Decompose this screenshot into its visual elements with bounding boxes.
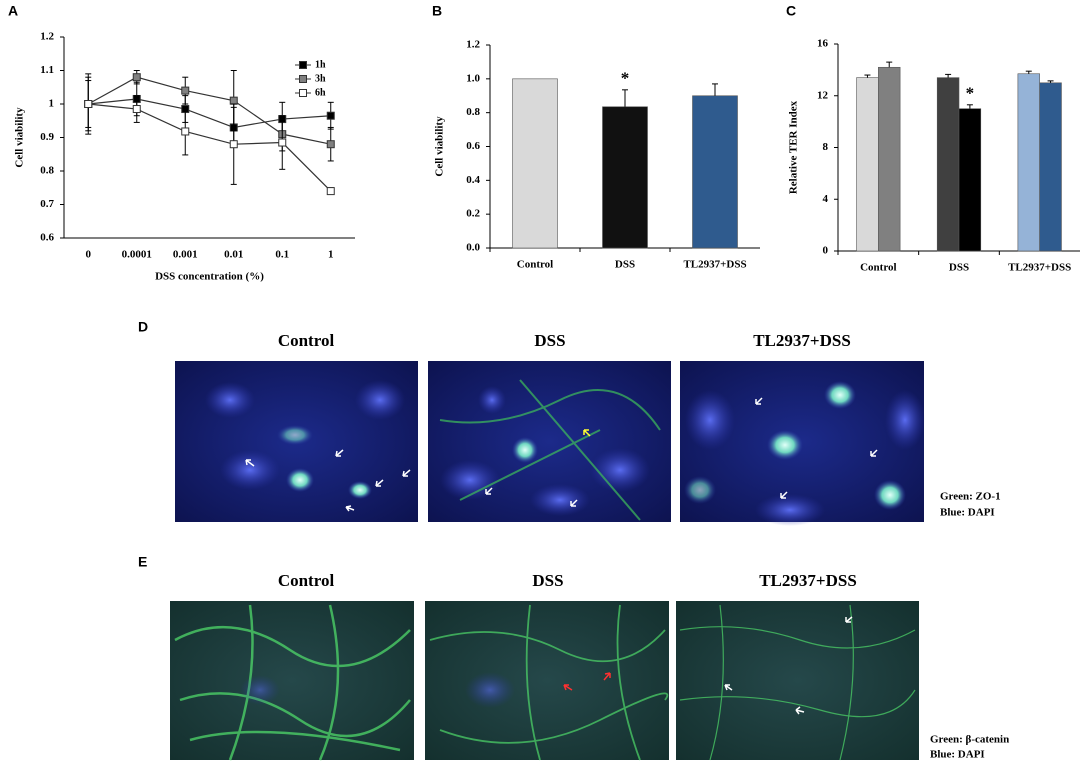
panel-letter: A <box>8 3 18 19</box>
x-tick-label: TL2937+DSS <box>683 259 746 271</box>
y-tick-label: 0.0 <box>466 242 480 254</box>
legend-label: 6h <box>315 87 326 98</box>
panel-e-images <box>170 601 919 761</box>
panel-letter: D <box>138 319 148 335</box>
marker <box>84 100 93 108</box>
bar <box>692 95 738 249</box>
y-tick-label: 0.6 <box>40 232 54 244</box>
marker <box>132 73 141 82</box>
panel-letter: C <box>786 3 796 19</box>
y-tick-label: 4 <box>823 193 829 205</box>
bar <box>878 66 901 252</box>
y-tick-label: 0.4 <box>466 174 480 186</box>
x-tick-label: TL2937+DSS <box>1008 262 1071 274</box>
y-tick-label: 1.1 <box>40 64 54 76</box>
significance-mark: * <box>966 84 975 103</box>
marker <box>132 105 141 114</box>
y-tick-label: 12 <box>817 89 829 101</box>
x-tick-label: DSS <box>949 262 969 274</box>
panel-letter: B <box>432 3 442 19</box>
x-tick-label: 0.01 <box>224 249 243 261</box>
x-axis-label: DSS concentration (%) <box>155 271 264 283</box>
legend-marker <box>299 75 307 83</box>
marker <box>326 140 335 149</box>
y-tick-label: 0.7 <box>40 198 54 210</box>
significance-mark: * <box>621 69 630 88</box>
x-tick-label: 0.0001 <box>122 249 152 261</box>
marker <box>326 111 335 120</box>
stain-legend: Green: β-catenin <box>930 734 1009 746</box>
y-tick-label: 1 <box>49 98 55 110</box>
x-tick-label: 0.001 <box>173 249 198 261</box>
bar <box>1017 73 1040 252</box>
series-line <box>87 76 331 145</box>
marker <box>229 96 238 105</box>
panel-title: TL2937+DSS <box>753 331 851 350</box>
y-tick-label: 0 <box>823 245 829 257</box>
legend-label: 3h <box>315 73 326 84</box>
bar <box>602 106 648 249</box>
y-axis-label: Cell viability <box>434 116 446 177</box>
legend-label: 1h <box>315 59 326 70</box>
x-tick-label: Control <box>517 259 553 271</box>
marker <box>181 127 190 136</box>
x-tick-label: 1 <box>328 249 334 261</box>
panel-title: DSS <box>534 331 565 350</box>
stain-legend: Blue: DAPI <box>930 749 985 761</box>
x-tick-label: 0.1 <box>275 249 289 261</box>
y-axis-label: Cell viability <box>14 107 26 168</box>
y-tick-label: 0.8 <box>466 106 480 118</box>
y-tick-label: 0.2 <box>466 208 480 220</box>
y-tick-label: 1.2 <box>40 31 54 43</box>
y-axis-label: Relative TER Index <box>788 100 800 194</box>
series-line <box>88 103 332 192</box>
y-tick-label: 1.0 <box>466 72 480 84</box>
bar <box>856 77 879 252</box>
x-tick-label: Control <box>860 262 896 274</box>
panel-title: TL2937+DSS <box>759 571 857 590</box>
stain-legend: Green: ZO-1 <box>940 491 1001 503</box>
marker <box>181 86 190 95</box>
marker <box>326 187 335 196</box>
legend-marker <box>299 61 307 69</box>
marker <box>229 140 238 149</box>
y-tick-label: 0.9 <box>40 131 54 143</box>
bar <box>512 78 558 249</box>
bar <box>936 77 960 252</box>
bar <box>1039 82 1062 252</box>
y-tick-label: 1.2 <box>466 39 480 51</box>
x-tick-label: DSS <box>615 259 635 271</box>
legend-marker <box>299 89 307 97</box>
stain-legend: Blue: DAPI <box>940 507 995 519</box>
y-tick-label: 16 <box>817 38 829 50</box>
x-tick-label: 0 <box>86 249 92 261</box>
panel-title: Control <box>278 571 335 590</box>
series-line <box>88 98 331 129</box>
panel-d-images <box>175 361 925 526</box>
panel-letter: E <box>138 554 147 570</box>
panel-title: DSS <box>532 571 563 590</box>
marker <box>278 138 287 147</box>
y-tick-label: 8 <box>823 141 829 153</box>
y-tick-label: 0.8 <box>40 165 54 177</box>
bar <box>958 108 982 252</box>
y-tick-label: 0.6 <box>466 140 480 152</box>
panel-title: Control <box>278 331 335 350</box>
